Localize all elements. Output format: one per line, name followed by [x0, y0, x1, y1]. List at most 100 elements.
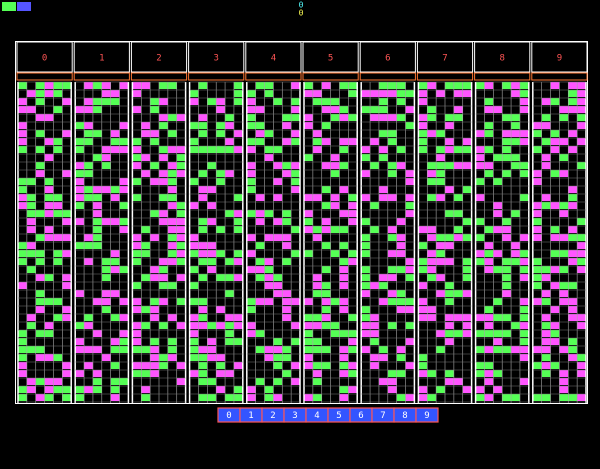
cell: [418, 386, 428, 393]
cell: [198, 114, 208, 121]
cell: [44, 178, 54, 185]
cell: [84, 98, 93, 105]
cell: [453, 90, 463, 97]
column-header[interactable]: [245, 41, 302, 73]
cell: [418, 306, 428, 313]
cell: [462, 266, 472, 273]
cell: [189, 234, 199, 241]
cell: [233, 146, 243, 153]
cell: [541, 298, 551, 305]
cell: [141, 362, 151, 369]
column-header[interactable]: [531, 41, 588, 73]
cell: [198, 146, 208, 153]
column-header[interactable]: [302, 41, 359, 73]
cell: [493, 298, 503, 305]
cell: [119, 186, 129, 193]
cell: [84, 138, 93, 145]
cell: [532, 122, 542, 129]
cell: [216, 354, 226, 361]
cell: [84, 106, 93, 113]
cell: [44, 82, 54, 89]
cell: [75, 178, 85, 185]
cell: [577, 370, 586, 377]
cell: [370, 162, 379, 169]
cell: [18, 250, 27, 257]
cell: [427, 258, 437, 265]
cell: [378, 354, 388, 361]
cell: [225, 290, 234, 297]
cell: [484, 226, 494, 233]
cell: [370, 314, 379, 321]
cell: [273, 346, 283, 353]
cell: [264, 386, 274, 393]
cell: [396, 394, 406, 401]
cell: [312, 322, 322, 329]
cell: [484, 370, 494, 377]
cell: [233, 362, 243, 369]
cell: [264, 90, 274, 97]
cell: [216, 122, 226, 129]
column-header[interactable]: [474, 41, 531, 73]
cell: [550, 234, 560, 241]
cell: [101, 258, 111, 265]
cell: [453, 146, 463, 153]
cell: [418, 282, 428, 289]
cell: [436, 170, 445, 177]
cell: [348, 370, 358, 377]
column-header[interactable]: [73, 41, 130, 73]
cell: [246, 170, 256, 177]
cell: [291, 170, 300, 177]
cell: [110, 146, 120, 153]
key[interactable]: [415, 407, 439, 423]
column-header[interactable]: [188, 41, 245, 73]
cell: [246, 234, 256, 241]
cell: [255, 274, 265, 281]
cell: [176, 298, 186, 305]
cell: [119, 226, 129, 233]
cell: [216, 274, 226, 281]
column-header[interactable]: [16, 41, 73, 73]
cell: [405, 178, 415, 185]
column-header[interactable]: [130, 41, 188, 73]
cell: [436, 90, 445, 97]
cell: [255, 210, 265, 217]
cell: [577, 258, 586, 265]
cell: [348, 218, 358, 225]
cell: [141, 322, 151, 329]
cell: [132, 258, 142, 265]
cell: [312, 226, 322, 233]
cell: [339, 106, 349, 113]
cell: [462, 82, 472, 89]
cell: [18, 178, 27, 185]
cell: [568, 146, 578, 153]
cell: [462, 162, 472, 169]
cell: [559, 386, 569, 393]
cell: [132, 346, 142, 353]
cell: [176, 226, 186, 233]
cell: [207, 98, 217, 105]
cell: [291, 106, 300, 113]
cell: [405, 274, 415, 281]
cell: [532, 346, 542, 353]
cell: [361, 106, 371, 113]
cell: [396, 290, 406, 297]
cell: [44, 386, 54, 393]
cell: [445, 234, 454, 241]
cell: [282, 122, 292, 129]
cell: [273, 338, 283, 345]
cell: [396, 90, 406, 97]
cell: [167, 338, 177, 345]
column-strip: [245, 72, 302, 81]
cell: [405, 298, 415, 305]
column-header[interactable]: [359, 41, 416, 73]
cell: [541, 266, 551, 273]
cell: [370, 202, 379, 209]
cell: [348, 138, 358, 145]
cell: [110, 394, 120, 401]
column-header[interactable]: [416, 41, 474, 73]
cell: [141, 226, 151, 233]
cell: [291, 378, 300, 385]
cell: [150, 98, 159, 105]
cell: [304, 362, 313, 369]
cell: [541, 162, 551, 169]
